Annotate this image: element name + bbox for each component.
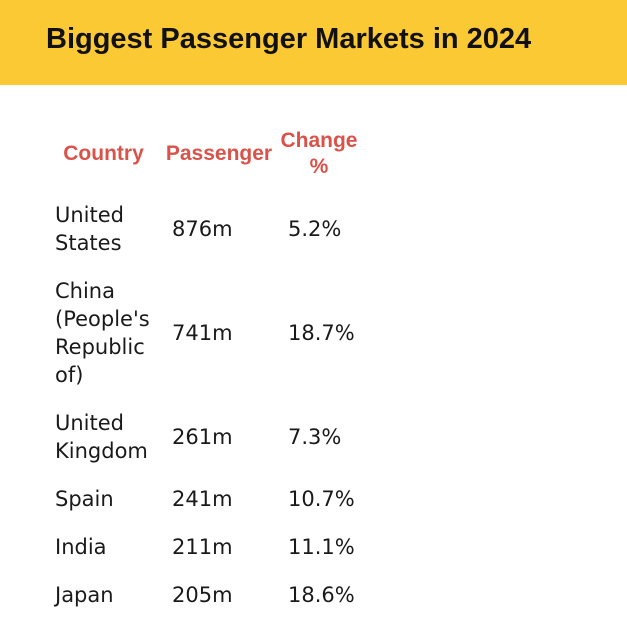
table-row-country: Japan <box>55 583 114 607</box>
table-row-country: India <box>55 535 107 559</box>
table-row-change: 5.2% <box>288 217 342 241</box>
table-row-country: China (People's Republic of) <box>55 279 150 387</box>
table-row-passenger: 876m <box>172 217 233 241</box>
table-row-country: United Kingdom <box>55 411 148 463</box>
column-header-country: Country <box>63 142 144 165</box>
table-row-change: 7.3% <box>288 425 342 449</box>
table-row-passenger: 261m <box>172 425 233 449</box>
table-row-country: Spain <box>55 487 114 511</box>
column-header-change: Change % <box>280 129 358 178</box>
table-row-change: 18.7% <box>288 321 355 345</box>
table-row-change: 10.7% <box>288 487 355 511</box>
table-row-passenger: 241m <box>172 487 233 511</box>
table-row-passenger: 211m <box>172 535 233 559</box>
page-title: Biggest Passenger Markets in 2024 <box>46 23 532 55</box>
table-row-change: 18.6% <box>288 583 355 607</box>
column-header-passenger: Passenger <box>165 142 273 165</box>
table-row-passenger: 205m <box>172 583 233 607</box>
title-banner: Biggest Passenger Markets in 2024 <box>0 0 627 85</box>
table-row-country: United States <box>55 203 124 255</box>
table-row-change: 11.1% <box>288 535 355 559</box>
table-row-passenger: 741m <box>172 321 233 345</box>
